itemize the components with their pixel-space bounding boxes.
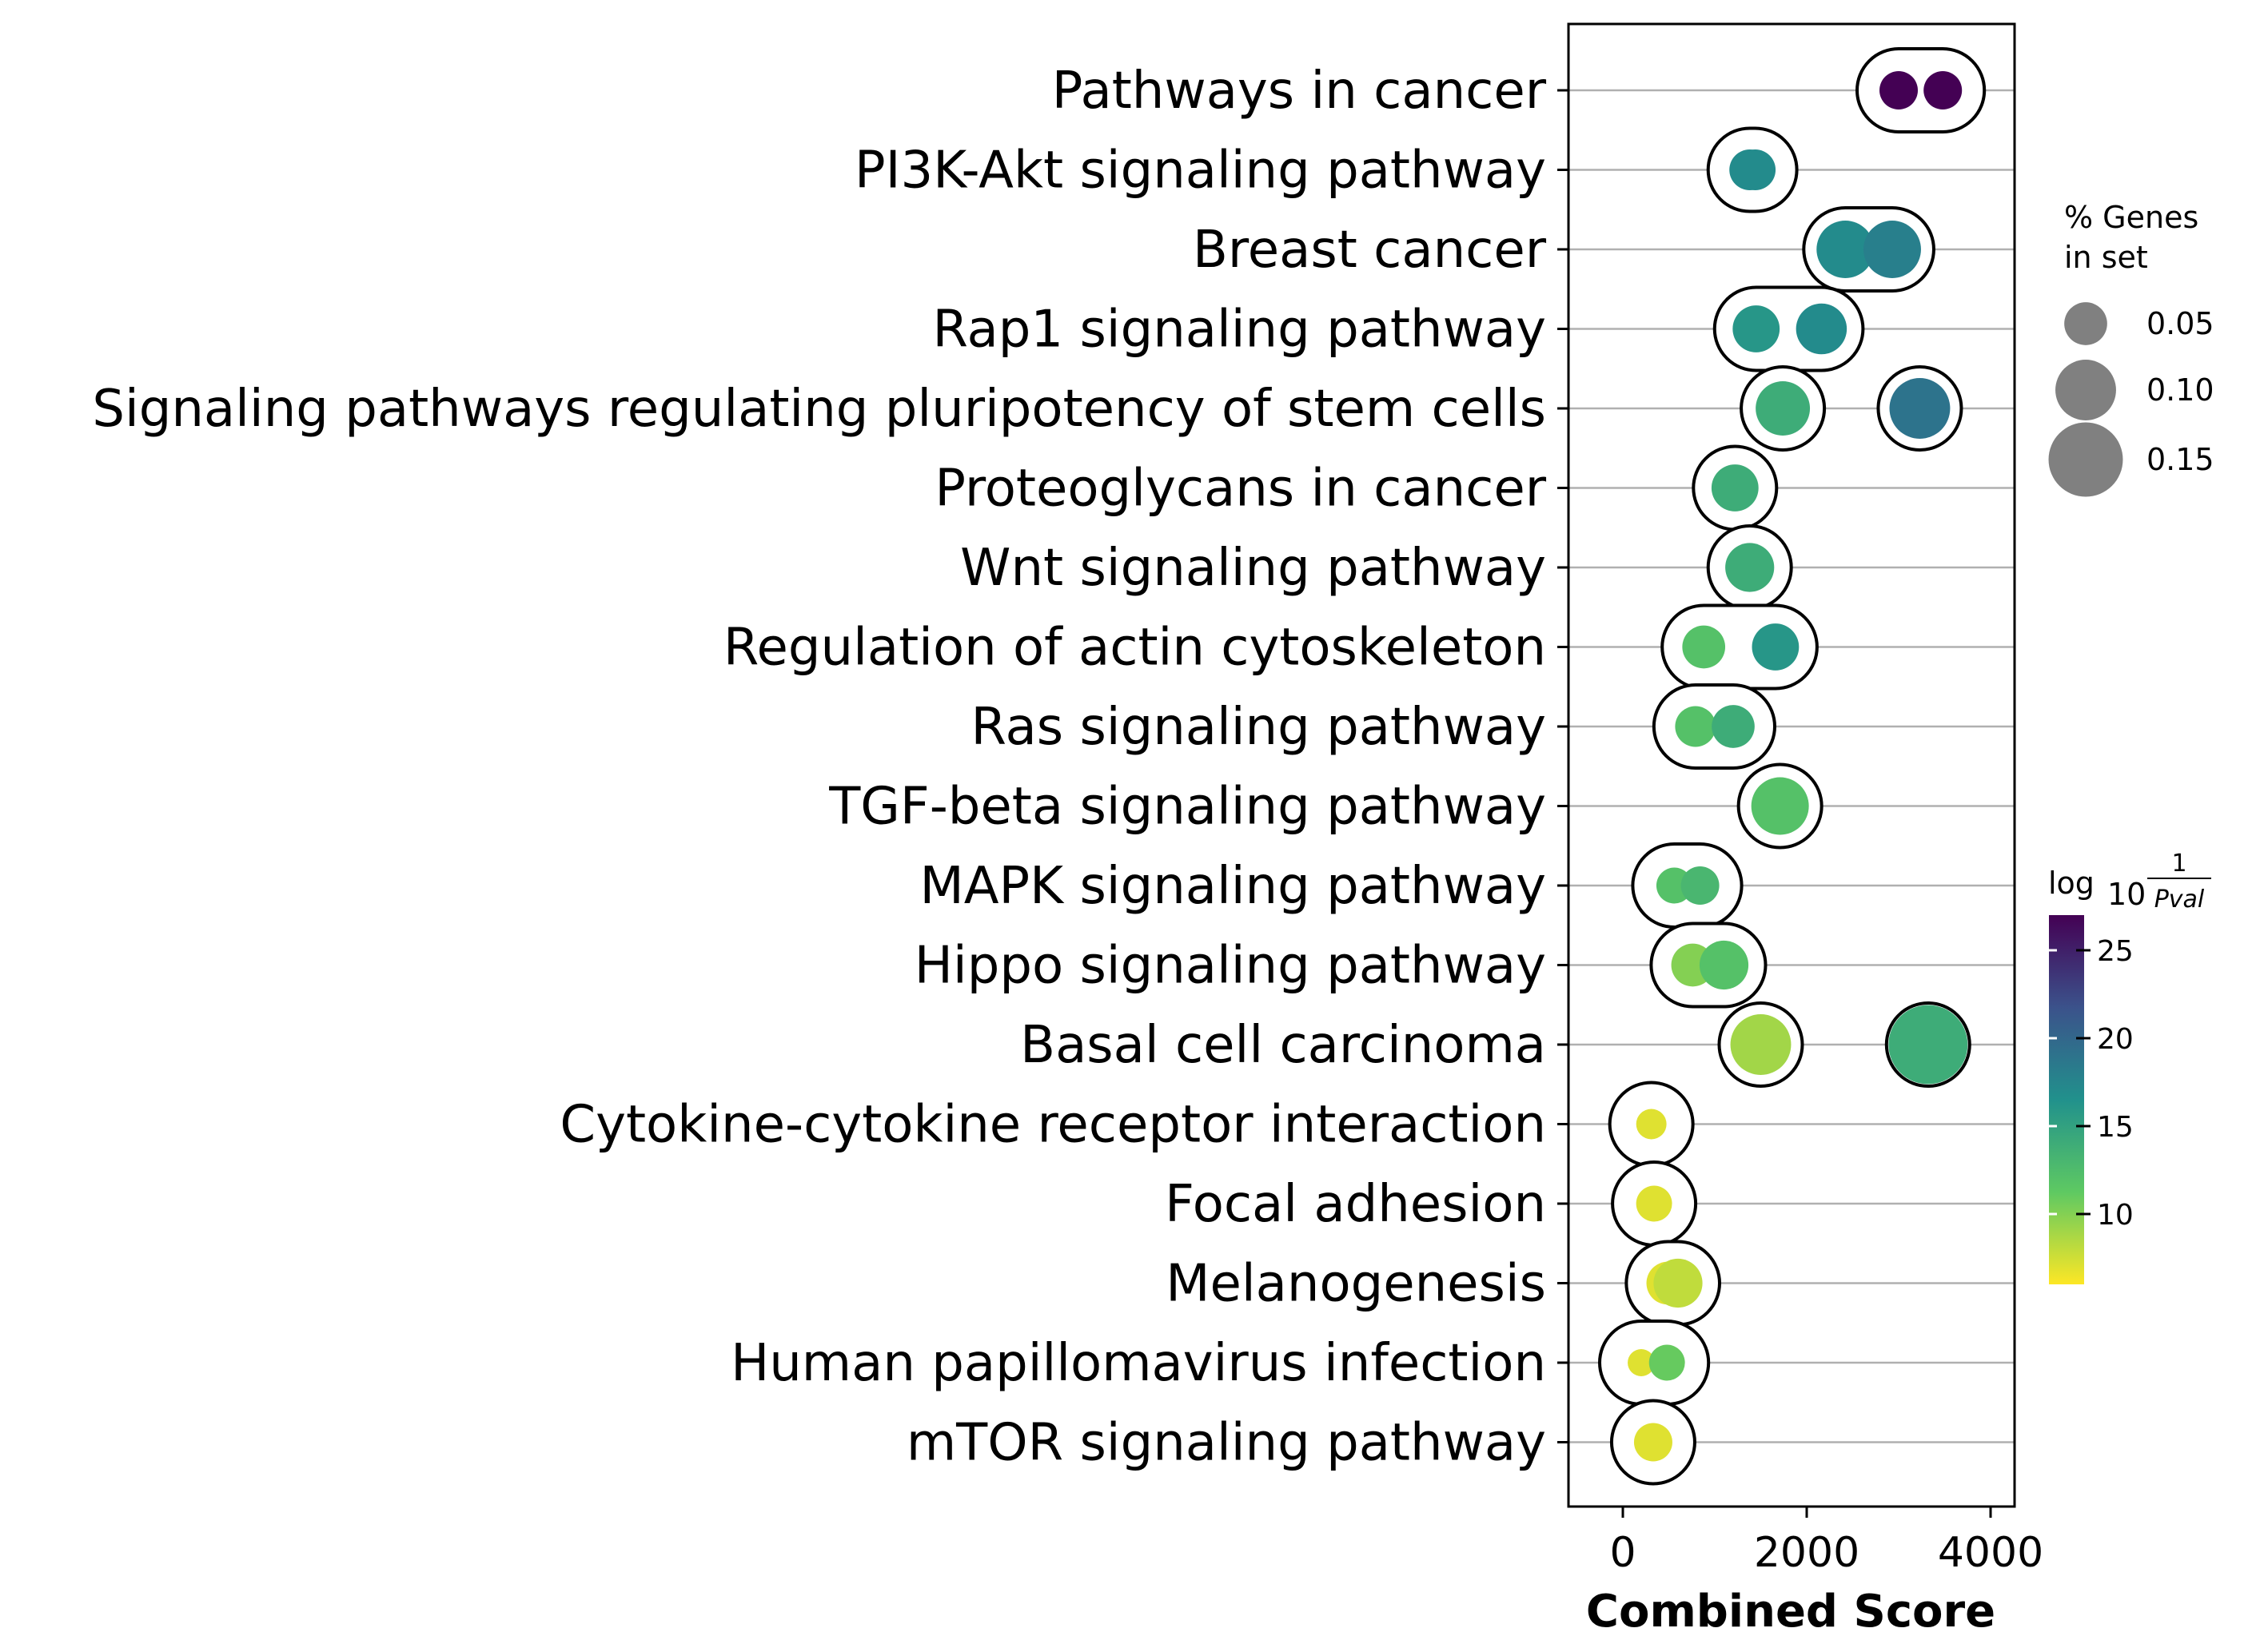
x-axis-title: Combined Score bbox=[1586, 1586, 1995, 1638]
term-label: Proteoglycans in cancer bbox=[935, 460, 1546, 519]
data-point bbox=[1756, 381, 1811, 436]
term-label: Melanogenesis bbox=[1166, 1255, 1546, 1314]
data-point bbox=[1796, 303, 1847, 355]
term-label: Wnt signaling pathway bbox=[960, 539, 1546, 598]
data-point bbox=[1648, 1344, 1685, 1381]
x-tick-label: 0 bbox=[1609, 1529, 1636, 1577]
data-point bbox=[1863, 221, 1921, 278]
term-label: Pathways in cancer bbox=[1052, 62, 1547, 121]
group-ring bbox=[1855, 47, 1987, 133]
colorbar-title-num: 1 bbox=[2171, 850, 2186, 878]
term-labels: Pathways in cancer PI3K-Akt signaling pat… bbox=[92, 62, 1568, 1473]
term-label: Cytokine-cytokine receptor interaction bbox=[560, 1096, 1546, 1155]
size-legend-dot bbox=[2048, 422, 2123, 497]
data-point bbox=[1633, 1423, 1672, 1462]
colorbar-tick-label: 15 bbox=[2097, 1111, 2134, 1144]
x-tick-label: 2000 bbox=[1754, 1529, 1859, 1577]
term-label: Breast cancer bbox=[1193, 221, 1547, 280]
size-legend-dot bbox=[2055, 360, 2116, 420]
data-point bbox=[1680, 866, 1720, 905]
data-point bbox=[1711, 464, 1759, 512]
colorbar-title-sub: 10 bbox=[2107, 877, 2146, 912]
term-label: Focal adhesion bbox=[1165, 1175, 1546, 1234]
data-point bbox=[1628, 1349, 1655, 1376]
size-legend-items: 0.05 0.10 0.15 bbox=[2048, 302, 2214, 497]
term-label: MAPK signaling pathway bbox=[920, 857, 1546, 916]
data-point bbox=[1752, 623, 1800, 671]
term-label: mTOR signaling pathway bbox=[907, 1414, 1546, 1473]
data-point bbox=[1889, 378, 1951, 439]
term-label: Signaling pathways regulating pluripoten… bbox=[92, 380, 1546, 439]
size-legend-title-line2: in set bbox=[2064, 240, 2148, 275]
term-label: Human papillomavirus infection bbox=[731, 1334, 1546, 1393]
x-axis: 0 2000 4000 bbox=[1609, 1507, 2043, 1577]
data-point bbox=[1888, 1005, 1968, 1085]
term-label: Regulation of actin cytoskeleton bbox=[723, 619, 1546, 678]
data-points bbox=[1628, 71, 1968, 1462]
data-point bbox=[1699, 940, 1749, 990]
data-point bbox=[1735, 149, 1776, 190]
colorbar-title-base: log bbox=[2048, 866, 2095, 901]
size-legend: % Genes in set 0.05 0.10 0.15 bbox=[2048, 200, 2214, 497]
colorbar: log 10 1 Pval 10 15 20 25 bbox=[2048, 850, 2211, 1284]
size-legend-label: 0.05 bbox=[2146, 306, 2214, 341]
data-point bbox=[1725, 543, 1775, 592]
term-label: Hippo signaling pathway bbox=[915, 937, 1546, 996]
data-point bbox=[1923, 71, 1963, 109]
data-point bbox=[1682, 625, 1726, 669]
data-point bbox=[1751, 777, 1809, 835]
colorbar-title-den: Pval bbox=[2154, 886, 2205, 914]
data-point bbox=[1732, 305, 1780, 352]
colorbar-tick-label: 10 bbox=[2097, 1199, 2134, 1232]
data-point bbox=[1675, 706, 1716, 747]
data-point bbox=[1816, 221, 1875, 278]
data-point bbox=[1636, 1185, 1672, 1222]
plot-frame bbox=[1567, 22, 2016, 1508]
data-point bbox=[1730, 1014, 1792, 1075]
x-tick-label: 4000 bbox=[1938, 1529, 2043, 1577]
data-point bbox=[1879, 71, 1918, 109]
term-label: PI3K-Akt signaling pathway bbox=[855, 141, 1546, 201]
term-label: Rap1 signaling pathway bbox=[932, 301, 1546, 360]
size-legend-title-line1: % Genes bbox=[2064, 200, 2198, 235]
colorbar-tick-label: 20 bbox=[2097, 1023, 2134, 1056]
colorbar-ticks: 10 15 20 25 bbox=[2049, 935, 2134, 1232]
term-label: Basal cell carcinoma bbox=[1020, 1016, 1546, 1075]
size-legend-label: 0.10 bbox=[2146, 372, 2214, 408]
data-point bbox=[1712, 705, 1755, 748]
term-label: TGF-beta signaling pathway bbox=[828, 778, 1546, 837]
size-legend-label: 0.15 bbox=[2146, 442, 2214, 477]
size-legend-dot bbox=[2064, 302, 2107, 345]
data-point bbox=[1653, 1258, 1703, 1308]
term-label: Ras signaling pathway bbox=[971, 698, 1546, 757]
colorbar-gradient bbox=[2049, 915, 2084, 1284]
data-point bbox=[1636, 1109, 1667, 1140]
colorbar-tick-label: 25 bbox=[2097, 935, 2134, 968]
